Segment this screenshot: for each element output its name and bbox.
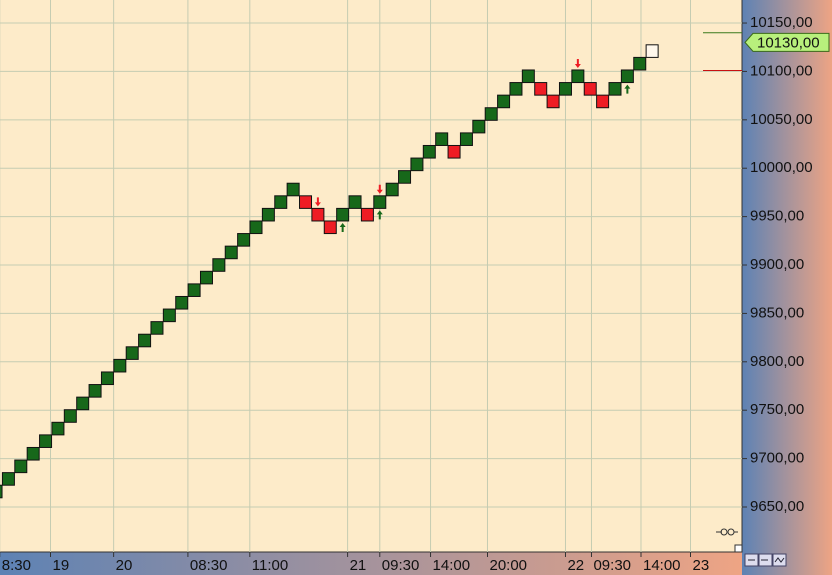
x-tick-label: 08:30 (190, 557, 228, 574)
renko-brick (125, 346, 139, 360)
renko-brick (410, 157, 424, 172)
renko-brick (63, 409, 77, 423)
renko-brick (323, 220, 337, 235)
renko-brick (534, 82, 548, 96)
renko-brick (435, 132, 449, 146)
renko-brick (633, 56, 647, 71)
y-tick-label: 9950,00 (750, 208, 804, 225)
renko-brick (447, 144, 461, 159)
x-tick-label: 21 (350, 557, 367, 574)
renko-brick (422, 144, 436, 159)
renko-brick (286, 182, 300, 197)
renko-brick (571, 69, 585, 84)
x-tick-label: 20:00 (489, 557, 527, 574)
renko-brick (39, 434, 53, 448)
last-price-tag (744, 32, 830, 52)
x-tick-label: 23 (693, 557, 710, 574)
renko-brick (385, 182, 399, 197)
renko-brick (261, 207, 275, 222)
y-tick-label: 9650,00 (750, 498, 804, 515)
renko-brick (645, 44, 659, 58)
y-tick-label: 9750,00 (750, 401, 804, 418)
y-tick-label: 9850,00 (750, 304, 804, 321)
renko-brick (100, 371, 114, 386)
y-tick-label: 9700,00 (750, 450, 804, 467)
y-tick-label: 10000,00 (750, 159, 813, 176)
x-tick-label: 20 (116, 557, 133, 574)
x-tick-label: 19 (53, 557, 70, 574)
toolbar-icons (748, 557, 785, 563)
y-tick-label: 9900,00 (750, 256, 804, 273)
renko-brick (51, 421, 65, 436)
corner-button[interactable] (734, 544, 743, 553)
renko-brick (113, 358, 127, 373)
renko-brick (472, 119, 486, 134)
signal-arrow (314, 197, 321, 207)
renko-brick (373, 195, 387, 209)
last-price-label: 10130,00 (757, 34, 820, 51)
y-tick-label: 10100,00 (750, 62, 813, 79)
renko-brick (583, 82, 597, 96)
renko-brick (88, 384, 102, 398)
renko-brick (509, 82, 523, 96)
renko-brick (150, 321, 164, 335)
signal-arrow (624, 84, 631, 94)
renko-brick (199, 270, 213, 285)
price-axis-background (742, 0, 832, 575)
renko-brick (175, 295, 189, 310)
renko-brick (249, 220, 263, 235)
signal-arrow (376, 184, 383, 194)
renko-brick (360, 207, 374, 222)
time-axis-background (0, 552, 742, 575)
renko-brick (237, 233, 251, 247)
renko-brick (336, 207, 350, 222)
y-tick-label: 10050,00 (750, 111, 813, 128)
x-tick-label: 22 (567, 557, 584, 574)
signal-arrow (574, 58, 581, 68)
renko-brick (311, 207, 325, 222)
renko-brick (187, 283, 201, 297)
link-icon (720, 528, 728, 536)
renko-brick (348, 195, 362, 209)
renko-brick (274, 195, 288, 209)
y-tick-label: 10150,00 (750, 14, 813, 31)
renko-brick (497, 94, 511, 109)
renko-brick (162, 308, 176, 323)
renko-brick (608, 82, 622, 96)
renko-brick (138, 333, 152, 348)
signal-arrow (376, 210, 383, 220)
x-tick-label: 8:30 (2, 557, 31, 574)
renko-brick (26, 446, 40, 461)
renko-brick (299, 195, 313, 209)
renko-brick (76, 396, 90, 411)
x-tick-label: 14:00 (643, 557, 681, 574)
x-tick-label: 09:30 (593, 557, 631, 574)
renko-brick (546, 94, 560, 109)
toolbar (716, 528, 787, 567)
x-tick-label: 11:00 (252, 557, 288, 574)
y-tick-label: 9800,00 (750, 353, 804, 370)
x-tick-label: 09:30 (382, 557, 420, 574)
renko-brick (398, 170, 412, 184)
renko-brick (596, 94, 610, 109)
renko-brick (1, 472, 15, 486)
renko-brick (212, 258, 226, 272)
renko-brick (484, 107, 498, 121)
x-tick-label: 14:00 (433, 557, 471, 574)
renko-brick (459, 132, 473, 146)
signal-arrow (339, 222, 346, 232)
renko-brick (224, 245, 238, 260)
renko-brick (0, 484, 3, 499)
renko-brick (620, 69, 634, 84)
link-icon (727, 528, 735, 536)
renko-brick (14, 459, 28, 474)
renko-brick (521, 69, 535, 84)
renko-brick (558, 82, 572, 96)
